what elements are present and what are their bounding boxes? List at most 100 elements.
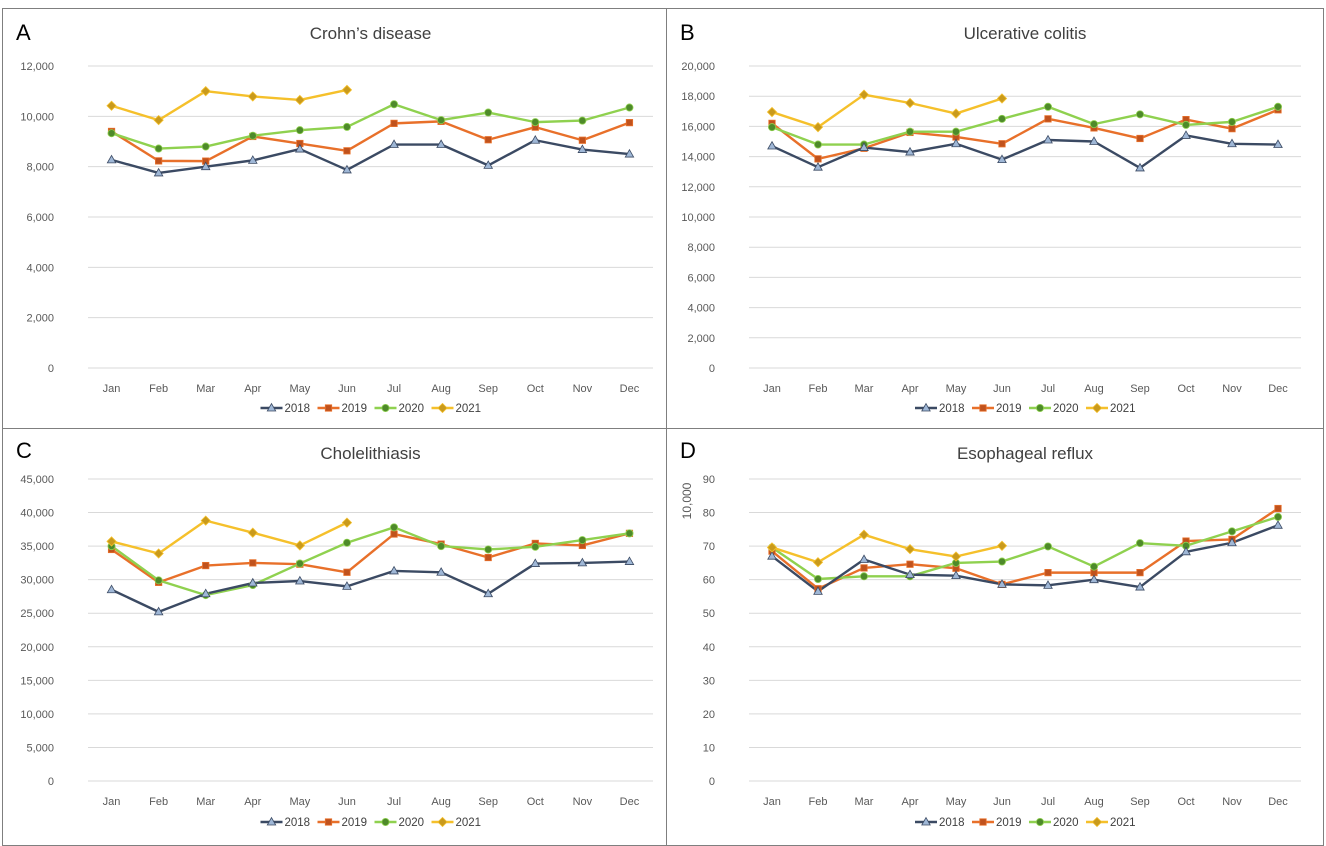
data-point-2021 <box>247 527 258 538</box>
data-point-2021 <box>247 91 258 102</box>
y-tick-label: 8,000 <box>687 242 715 254</box>
data-point-2019 <box>1136 569 1144 577</box>
series-points-2021 <box>106 84 353 126</box>
data-point-2020 <box>578 536 587 545</box>
x-tick-label: Aug <box>431 383 451 395</box>
x-tick-label: Oct <box>1177 796 1194 808</box>
x-tick-label: Jul <box>1041 796 1055 808</box>
data-point-2018 <box>1089 136 1099 145</box>
legend-marker-2021 <box>1091 816 1103 828</box>
data-point-2019 <box>906 560 914 568</box>
x-tick-label: Jun <box>338 796 356 808</box>
data-point-2018 <box>813 586 823 595</box>
legend-marker-2021 <box>437 816 448 828</box>
data-point-2021 <box>904 97 916 109</box>
x-tick-label: Jun <box>993 796 1011 808</box>
y-tick-label: 10,000 <box>681 212 715 224</box>
data-point-2018 <box>389 565 399 575</box>
data-point-2020 <box>390 100 399 109</box>
data-point-2018 <box>342 581 352 590</box>
x-tick-label: Sep <box>478 383 498 395</box>
legend-label-2020: 2020 <box>399 817 425 829</box>
data-point-2021 <box>904 543 916 555</box>
x-tick-label: Apr <box>244 796 261 808</box>
data-point-2018 <box>813 161 823 171</box>
data-point-2020 <box>1089 562 1098 571</box>
x-tick-label: Dec <box>1268 383 1288 395</box>
data-point-2021 <box>858 529 870 540</box>
data-point-2020 <box>1043 102 1052 111</box>
x-tick-label: Jan <box>763 383 781 395</box>
data-point-2019 <box>249 559 257 567</box>
legend: 2018 2019 2020 2021 <box>915 402 1136 415</box>
x-tick-label: Oct <box>1177 383 1194 395</box>
series-line-2020 <box>111 103 630 150</box>
x-tick-label: Dec <box>620 796 640 808</box>
data-point-2018 <box>1089 574 1099 584</box>
data-point-2021 <box>858 89 870 100</box>
legend-marker-2020 <box>1035 403 1044 412</box>
chart-panel-c: C Cholelithiasis 0 5,000 10,000 15,000 20,000 2… <box>2 428 668 846</box>
data-point-2018 <box>106 584 117 594</box>
series-points-2020 <box>107 100 634 153</box>
data-point-2021 <box>153 114 164 126</box>
data-point-2020 <box>951 127 960 136</box>
data-point-2018 <box>997 579 1007 588</box>
chart-panel-b: B Ulcerative colitis 0 2,000 4,000 6,000 8,000… <box>666 8 1324 430</box>
series-points-2018 <box>106 556 635 616</box>
y-tick-label: 12,000 <box>20 61 54 73</box>
data-point-2020 <box>437 542 446 551</box>
data-point-2021 <box>153 548 164 559</box>
data-point-2021 <box>341 517 353 528</box>
chart-svg-b: B Ulcerative colitis 0 2,000 4,000 6,000 8,000… <box>680 20 1301 415</box>
y-tick-label: 12,000 <box>681 182 715 194</box>
data-point-2020 <box>390 523 399 532</box>
data-point-2018 <box>483 588 494 598</box>
data-point-2018 <box>1043 134 1053 144</box>
series-points-2019 <box>768 106 1282 163</box>
data-point-2020 <box>484 108 493 117</box>
x-tick-label: Nov <box>573 796 593 808</box>
data-point-2019 <box>390 119 398 127</box>
legend-label-2018: 2018 <box>939 817 965 829</box>
y-tick-label: 80 <box>703 508 715 520</box>
data-point-2020 <box>531 118 540 127</box>
y-tick-label: 40 <box>703 642 715 654</box>
chart-title: Crohn’s disease <box>310 24 432 43</box>
data-point-2018 <box>294 143 305 153</box>
series-points-2021 <box>766 529 1008 568</box>
data-point-2019 <box>814 155 822 163</box>
data-point-2020 <box>342 538 351 547</box>
x-tick-label: Jul <box>387 383 401 395</box>
series-points-2020 <box>107 523 634 600</box>
series-line-2018 <box>771 524 1279 593</box>
legend-label-2019: 2019 <box>342 817 368 829</box>
legend: 2018 2019 2020 2021 <box>260 816 481 829</box>
x-tick-label: Jul <box>387 796 401 808</box>
data-point-2020 <box>1228 117 1237 126</box>
y-tick-label: 2,000 <box>687 333 715 345</box>
y-tick-label: 14,000 <box>681 152 715 164</box>
y-tick-label: 70 <box>703 541 715 553</box>
data-point-2018 <box>294 575 305 585</box>
data-point-2018 <box>389 139 399 148</box>
series-line-2019 <box>771 108 1279 161</box>
data-point-2021 <box>106 100 117 111</box>
x-tick-label: Dec <box>1268 796 1288 808</box>
y-tick-label: 25,000 <box>20 608 54 620</box>
data-point-2020 <box>1274 512 1283 521</box>
y-tick-label: 30,000 <box>20 575 54 587</box>
data-point-2019 <box>1044 569 1052 577</box>
series-line-2019 <box>771 507 1279 590</box>
y-tick-label: 6,000 <box>26 212 54 224</box>
y-tick-label: 50 <box>703 608 715 620</box>
data-point-2019 <box>998 140 1006 148</box>
x-tick-label: Sep <box>1130 796 1150 808</box>
legend-marker-2021 <box>437 402 448 414</box>
data-point-2020 <box>1043 542 1052 551</box>
data-point-2021 <box>950 551 962 562</box>
y-tick-label: 45,000 <box>20 474 54 486</box>
legend-label-2018: 2018 <box>939 403 965 415</box>
legend-label-2018: 2018 <box>285 817 311 829</box>
data-point-2018 <box>247 155 258 164</box>
